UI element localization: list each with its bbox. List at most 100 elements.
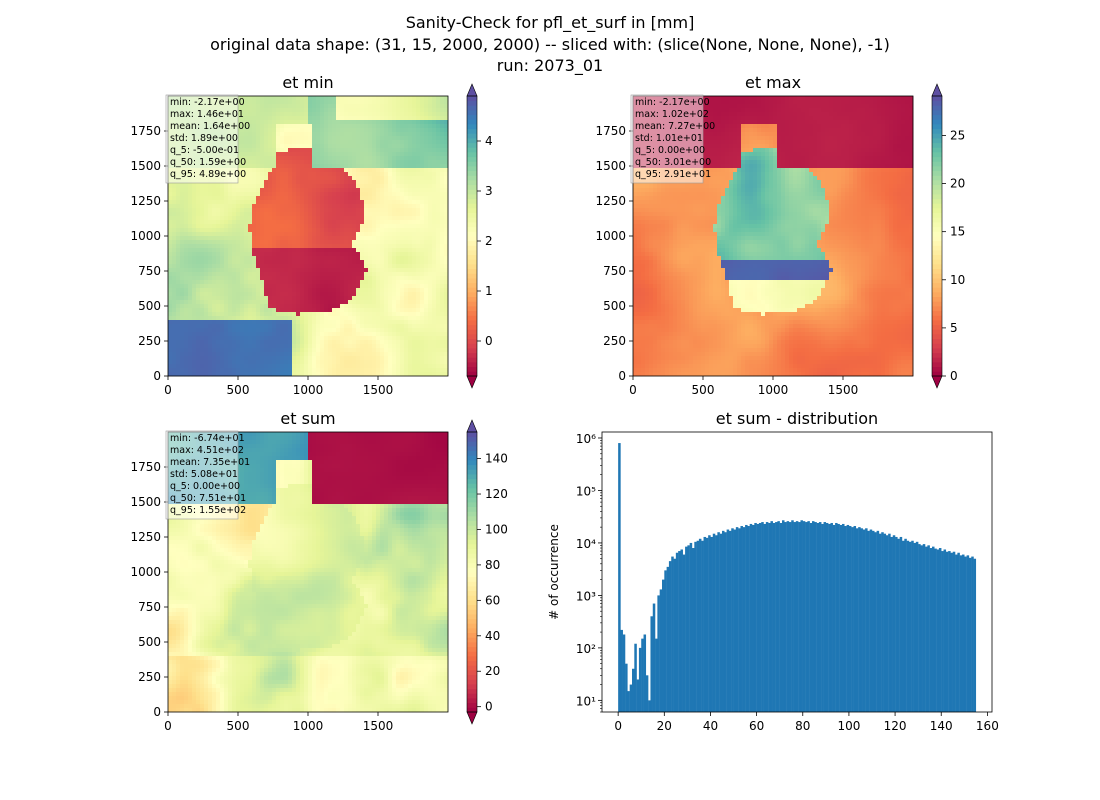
heatmap-cell <box>192 304 197 309</box>
heatmap-cell <box>332 300 337 305</box>
heatmap-cell <box>236 268 241 273</box>
heatmap-cell <box>424 96 429 101</box>
heatmap-cell <box>284 144 289 149</box>
heatmap-cell <box>196 336 201 341</box>
heatmap-cell <box>228 260 233 265</box>
heatmap-cell <box>368 252 373 257</box>
heatmap-cell <box>408 160 413 165</box>
heatmap-cell <box>296 232 301 237</box>
heatmap-cell <box>324 196 329 201</box>
heatmap-cell <box>408 132 413 137</box>
heatmap-cell <box>352 200 357 205</box>
heatmap-cell <box>352 256 357 261</box>
heatmap-cell <box>432 176 437 181</box>
heatmap-cell <box>184 240 189 245</box>
heatmap-cell <box>176 268 181 273</box>
heatmap-cell <box>412 244 417 249</box>
heatmap-cell <box>400 352 405 357</box>
heatmap-cell <box>268 132 273 137</box>
heatmap-cell <box>384 164 389 169</box>
heatmap-cell <box>332 120 337 125</box>
heatmap-cell <box>232 212 237 217</box>
heatmap-cell <box>408 300 413 305</box>
heatmap-cell <box>236 212 241 217</box>
heatmap-cell <box>244 144 249 149</box>
heatmap-cell <box>388 308 393 313</box>
heatmap-cell <box>192 332 197 337</box>
heatmap-cell <box>316 292 321 297</box>
heatmap-cell <box>252 132 257 137</box>
heatmap-cell <box>440 320 445 325</box>
heatmap-cell <box>404 324 409 329</box>
heatmap-cell <box>300 128 305 133</box>
heatmap-cell <box>392 304 397 309</box>
heatmap-cell <box>244 236 249 241</box>
heatmap-cell <box>276 140 281 145</box>
heatmap-cell <box>244 104 249 109</box>
heatmap-cell <box>340 264 345 269</box>
heatmap-cell <box>352 272 357 277</box>
heatmap-cell <box>244 220 249 225</box>
heatmap-cell <box>172 300 177 305</box>
heatmap-cell <box>304 188 309 193</box>
heatmap-cell <box>308 152 313 157</box>
heatmap-cell <box>236 328 241 333</box>
heatmap-cell <box>376 272 381 277</box>
heatmap-cell <box>248 176 253 181</box>
heatmap-cell <box>400 212 405 217</box>
heatmap-cell <box>268 264 273 269</box>
heatmap-cell <box>444 156 449 161</box>
heatmap-cell <box>332 100 337 105</box>
heatmap-cell <box>408 212 413 217</box>
heatmap-cell <box>312 116 317 121</box>
heatmap-cell <box>408 276 413 281</box>
heatmap-cell <box>260 308 265 313</box>
heatmap-cell <box>332 200 337 205</box>
heatmap-cell <box>252 240 257 245</box>
heatmap-cell <box>296 224 301 229</box>
heatmap-cell <box>204 192 209 197</box>
heatmap-cell <box>296 340 301 345</box>
heatmap-cell <box>248 184 253 189</box>
heatmap-cell <box>352 136 357 141</box>
heatmap-cell <box>284 228 289 233</box>
heatmap-cell <box>300 136 305 141</box>
heatmap-cell <box>336 240 341 245</box>
heatmap-cell <box>424 140 429 145</box>
heatmap-cell <box>296 316 301 321</box>
heatmap-cell <box>216 308 221 313</box>
heatmap-cell <box>372 192 377 197</box>
heatmap-cell <box>312 136 317 141</box>
heatmap-cell <box>392 212 397 217</box>
heatmap-cell <box>428 336 433 341</box>
heatmap-cell <box>228 288 233 293</box>
heatmap-cell <box>180 220 185 225</box>
heatmap-cell <box>444 144 449 149</box>
heatmap-cell <box>228 240 233 245</box>
heatmap-cell <box>324 216 329 221</box>
heatmap-cell <box>280 188 285 193</box>
heatmap-cell <box>408 256 413 261</box>
heatmap-cell <box>288 132 293 137</box>
heatmap-cell <box>228 324 233 329</box>
heatmap-cell <box>292 228 297 233</box>
heatmap-cell <box>168 360 173 365</box>
heatmap-cell <box>440 240 445 245</box>
heatmap-cell <box>276 100 281 105</box>
heatmap-cell <box>252 296 257 301</box>
heatmap-cell <box>368 292 373 297</box>
heatmap-cell <box>428 348 433 353</box>
heatmap-cell <box>272 356 277 361</box>
heatmap-cell <box>416 200 421 205</box>
heatmap-cell <box>324 308 329 313</box>
heatmap-cell <box>440 344 445 349</box>
heatmap-cell <box>400 172 405 177</box>
heatmap-cell <box>400 164 405 169</box>
heatmap-cell <box>352 368 357 373</box>
heatmap-cell <box>392 128 397 133</box>
heatmap-cell <box>244 192 249 197</box>
heatmap-cell <box>312 196 317 201</box>
heatmap-cell <box>380 248 385 253</box>
heatmap-cell <box>392 264 397 269</box>
colorbar-segment <box>467 338 477 344</box>
